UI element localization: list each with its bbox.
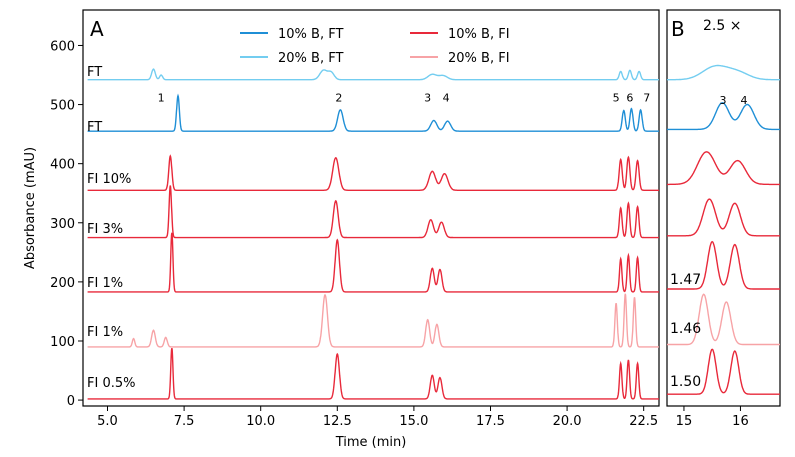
- zoom-factor-label: 2.5 ×: [703, 18, 741, 34]
- trace-label: FI 10%: [87, 172, 131, 187]
- panel-b-trace-line: [667, 151, 780, 186]
- peak-number-label: 2: [335, 92, 342, 105]
- x-tick-label: 12.5: [323, 414, 352, 429]
- legend-label: 10% B, FT: [278, 27, 343, 42]
- y-tick-label: 200: [50, 276, 75, 291]
- trace-line: [87, 293, 659, 348]
- x-axis-ticks: 5.0 7.5 10.0 12.5 15.0 17.5 20.0 22.5: [97, 406, 658, 429]
- resolution-value: 1.46: [670, 321, 701, 337]
- trace-label: FI 0.5%: [87, 376, 135, 391]
- trace-label: FT: [87, 120, 102, 135]
- trace-line: [87, 185, 659, 239]
- x-tick-label: 5.0: [97, 414, 118, 429]
- panel-b-traces: [667, 64, 780, 395]
- x-tick-label: 22.5: [629, 414, 658, 429]
- panel-b-x-tick-label: 16: [732, 414, 749, 429]
- x-axis-label: Time (min): [335, 435, 407, 450]
- y-axis-label: Absorbance (mAU): [23, 147, 38, 269]
- peak-number-label: 6: [626, 92, 633, 105]
- panel-b-trace-line: [667, 102, 780, 131]
- panel-b-x-tick-label: 15: [676, 414, 693, 429]
- trace-line: [87, 68, 659, 81]
- panel-b: B 2.5 × 15 16 1.471.461.503 4: [666, 9, 781, 429]
- trace-label: FI 1%: [87, 276, 123, 291]
- legend-label: 20% B, FI: [448, 51, 510, 66]
- panel-b-x-ticks: 15 16: [676, 406, 749, 429]
- x-tick-label: 7.5: [174, 414, 195, 429]
- trace-line: [87, 347, 659, 400]
- y-tick-label: 500: [50, 99, 75, 114]
- peak-number-label: 1: [158, 92, 165, 105]
- legend: 10% B, FT 10% B, FI 20% B, FT 20% B, FI: [240, 27, 510, 66]
- trace-labels: FT FT FI 10% FI 3% FI 1% FI 1% FI 0.5%: [87, 65, 135, 391]
- peak-number-label: 4: [443, 92, 450, 105]
- panel-b-peak-label: 4: [741, 94, 748, 107]
- trace-label: FI 1%: [87, 325, 123, 340]
- panel-a-label: A: [90, 17, 104, 41]
- x-tick-label: 17.5: [476, 414, 505, 429]
- y-tick-label: 0: [67, 394, 75, 409]
- y-tick-label: 300: [50, 217, 75, 232]
- x-tick-label: 10.0: [246, 414, 275, 429]
- y-tick-label: 600: [50, 39, 75, 54]
- trace-label: FT: [87, 65, 102, 80]
- panel-b-trace-line: [667, 240, 780, 290]
- panel-b-trace-line: [667, 293, 780, 346]
- panel-a-frame: [82, 9, 660, 407]
- y-axis-ticks: 0 100 200 300 400 500 600: [50, 39, 83, 409]
- legend-label: 10% B, FI: [448, 27, 510, 42]
- panel-b-trace-line: [667, 64, 780, 81]
- trace-line: [87, 154, 659, 191]
- panel-a-traces: [87, 68, 659, 400]
- resolution-value: 1.50: [670, 374, 701, 390]
- peak-number-label: 5: [613, 92, 620, 105]
- panel-b-peak-label: 3: [720, 94, 727, 107]
- y-tick-label: 100: [50, 335, 75, 350]
- resolution-value: 1.47: [670, 272, 701, 288]
- x-tick-label: 20.0: [553, 414, 582, 429]
- panel-b-trace-line: [667, 348, 780, 395]
- peak-number-label: 3: [424, 92, 431, 105]
- panel-b-label: B: [671, 17, 685, 41]
- trace-label: FI 3%: [87, 222, 123, 237]
- peak-number-label: 7: [643, 92, 650, 105]
- panel-b-frame: [666, 9, 781, 407]
- trace-line: [87, 93, 659, 132]
- y-tick-label: 400: [50, 158, 75, 173]
- legend-label: 20% B, FT: [278, 51, 343, 66]
- trace-line: [87, 232, 659, 293]
- x-tick-label: 15.0: [399, 414, 428, 429]
- panel-b-labels: 1.47 1.46 1.50 3 4: [670, 94, 748, 390]
- panel-b-trace-line: [667, 198, 780, 237]
